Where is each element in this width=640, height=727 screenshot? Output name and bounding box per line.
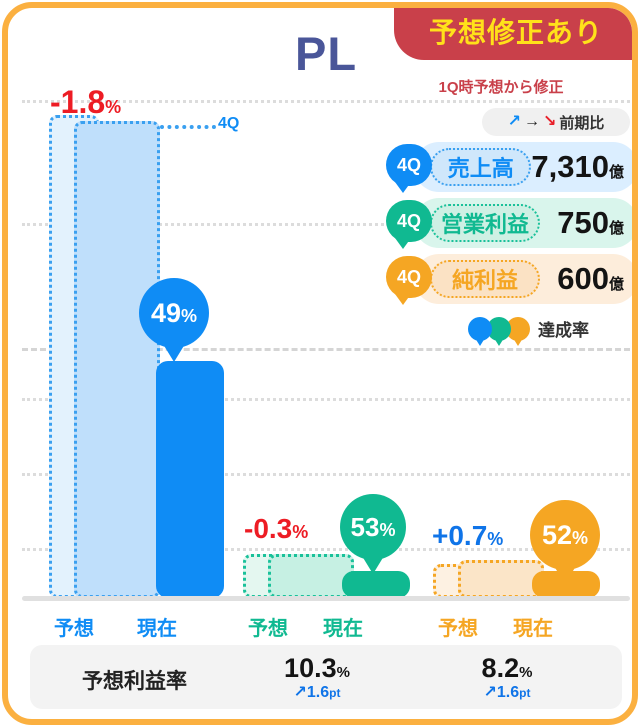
gridline (22, 223, 630, 226)
arrow-up-icon: ↗ (507, 113, 521, 130)
axis-baseline (22, 596, 630, 601)
metric-name-revenue: 売上高 (430, 148, 532, 186)
ghost-bar-forecast-new-net (458, 560, 544, 598)
pl-chart: -1.8% 4Q 49% 予想 現在 -0.3% 53% 予想 現在 +0.7% (8, 8, 632, 719)
revision-banner-label: 予想修正あり (428, 17, 603, 48)
profit-margin-cell-net: 8.2% ↗1.6pt (422, 653, 592, 702)
quarter-badge-net-profit: 4Q (386, 256, 432, 305)
metric-name-net-profit: 純利益 (430, 260, 540, 298)
ghost-bar-forecast-new-operating (268, 554, 354, 598)
delta-arrow-icon: ↗ (483, 684, 497, 701)
profit-margin-value-operating: 10.3% (284, 653, 350, 683)
achievement-legend: 達成率 (468, 316, 632, 346)
achievement-balloon-operating: 53% (340, 494, 406, 574)
revision-delta-revenue: -1.8% (50, 84, 122, 120)
axis-label-current-net: 現在 (513, 618, 553, 640)
metric-value-revenue: 7,310億 (531, 149, 624, 184)
axis-label-current-operating: 現在 (323, 618, 363, 640)
arrow-flat-icon: → (523, 113, 540, 130)
profit-margin-delta-net: ↗1.6pt (483, 684, 531, 701)
target-dotted-line-revenue (160, 125, 216, 129)
profit-margin-delta-operating: ↗1.6pt (293, 684, 341, 701)
gridline-midpoint (22, 348, 630, 351)
revision-delta-net: +0.7% (432, 520, 504, 551)
axis-label-forecast-net: 予想 (438, 618, 478, 640)
metric-name-operating-profit: 営業利益 (430, 204, 540, 242)
profit-margin-cell-operating: 10.3% ↗1.6pt (232, 653, 402, 702)
metrics-panel: ↗ → ↘ 前期比 売上高 7,310億 4Q 営業利益 750億 4Q (386, 108, 632, 346)
yoy-legend: ↗ → ↘ 前期比 (482, 108, 630, 136)
page-title: PL (294, 27, 358, 80)
metric-value-operating-profit: 750億 (557, 205, 624, 240)
achievement-balloon-net: 52% (530, 500, 600, 584)
profit-margin-footer: 予想利益率 10.3% ↗1.6pt 8.2% ↗1.6pt (30, 645, 622, 709)
achievement-balloon-revenue: 49% (139, 278, 209, 362)
metric-value-net-profit: 600億 (557, 261, 624, 296)
bar-current-operating (342, 571, 410, 598)
ghost-bar-forecast-new-revenue (74, 121, 160, 598)
axis-label-forecast-operating: 予想 (248, 618, 288, 640)
quarter-badge-operating-profit: 4Q (386, 200, 432, 249)
revision-banner: 予想修正あり (394, 8, 632, 60)
balloon-blue-icon (468, 316, 492, 346)
bar-current-revenue (156, 361, 224, 598)
gridline (22, 473, 630, 476)
achievement-legend-label: 達成率 (538, 321, 589, 340)
revision-delta-operating: -0.3% (244, 513, 309, 544)
profit-margin-label: 予想利益率 (82, 670, 187, 693)
yoy-legend-label: 前期比 (559, 114, 605, 132)
arrow-down-icon: ↘ (542, 113, 557, 130)
metric-revenue[interactable]: 売上高 7,310億 4Q (386, 142, 632, 193)
quarter-badge-revenue: 4Q (386, 144, 432, 193)
delta-arrow-icon: ↗ (293, 684, 307, 701)
revision-banner-subtitle: 1Q時予想から修正 (438, 79, 564, 96)
gridline (22, 100, 630, 103)
gridline (22, 548, 630, 551)
gridline (22, 398, 630, 401)
profit-margin-value-net: 8.2% (481, 653, 533, 683)
metric-operating-profit[interactable]: 営業利益 750億 4Q (386, 198, 632, 249)
axis-label-forecast-revenue: 予想 (54, 618, 94, 640)
metric-net-profit[interactable]: 純利益 600億 4Q (386, 254, 632, 305)
target-marker-revenue: 4Q (218, 115, 240, 132)
axis-label-current-revenue: 現在 (137, 618, 177, 640)
